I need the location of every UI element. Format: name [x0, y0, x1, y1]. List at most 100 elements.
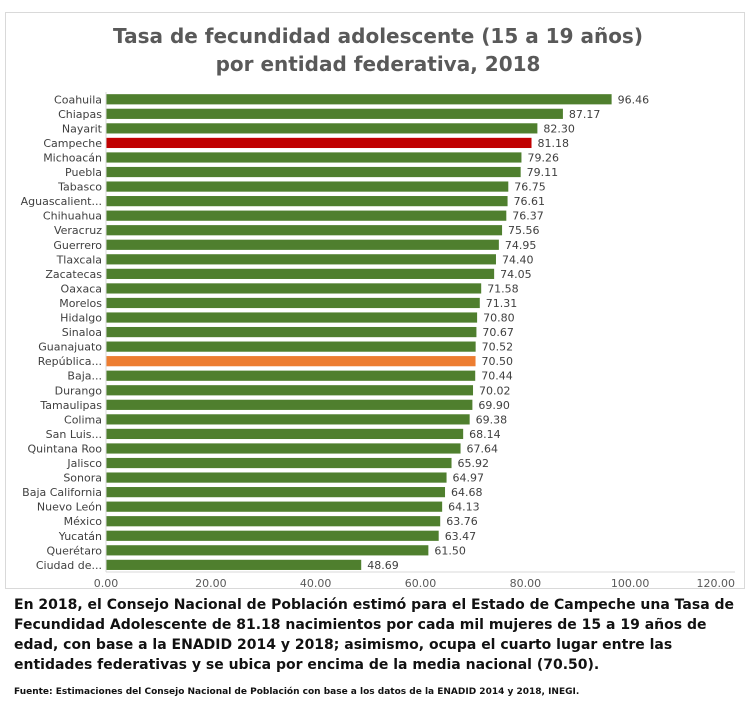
value-label: 70.02 [479, 384, 511, 397]
bar-puebla [106, 166, 521, 178]
bar-oaxaca [106, 283, 482, 294]
value-label: 71.58 [487, 282, 519, 295]
bar-veracruz [106, 225, 503, 236]
chart-caption: En 2018, el Consejo Nacional de Població… [14, 597, 735, 673]
value-label: 76.61 [514, 195, 546, 208]
category-label: Sonora [63, 472, 102, 485]
bar-morelos [106, 297, 480, 309]
bar-guanajuato [106, 341, 476, 352]
value-label: 63.76 [446, 515, 478, 528]
bar-tamaulipas [106, 399, 473, 410]
category-label: Tamaulipas [39, 399, 102, 412]
value-label: 70.80 [483, 312, 515, 325]
category-label: Tlaxcala [56, 253, 102, 266]
value-label: 63.47 [445, 530, 477, 543]
x-tick-label: 80.00 [510, 577, 542, 590]
bar-campeche [106, 137, 532, 149]
category-label: Coahuila [54, 93, 102, 106]
category-label: Querétaro [46, 544, 102, 557]
value-label: 71.31 [486, 297, 518, 310]
bar-coahuila [106, 94, 612, 105]
bar-durango [106, 385, 474, 396]
category-label: Sinaloa [62, 326, 102, 339]
x-tick-label: 20.00 [195, 577, 227, 590]
chart-title-line-2: por entidad federativa, 2018 [215, 52, 541, 76]
bar-ciudad-de [106, 559, 362, 570]
value-label: 64.68 [451, 486, 483, 499]
bar-chihuahua [106, 210, 507, 221]
bar-nayarit [106, 123, 538, 134]
category-label: Tabasco [57, 181, 102, 194]
value-label: 79.11 [527, 166, 559, 179]
source-note: Fuente: Estimaciones del Consejo Naciona… [14, 687, 580, 697]
category-label: Colima [64, 413, 102, 426]
value-label: 69.38 [476, 413, 508, 426]
category-label: Jalisco [66, 457, 102, 470]
value-label: 76.37 [512, 210, 544, 223]
value-label: 65.92 [458, 457, 490, 470]
category-label: Baja California [22, 486, 102, 499]
category-label: Ciudad de... [36, 559, 102, 572]
x-tick-label: 60.00 [405, 577, 437, 590]
category-label: Michoacán [43, 151, 102, 164]
bar-colima [106, 414, 470, 425]
value-label: 70.67 [482, 326, 514, 339]
value-label: 87.17 [569, 108, 601, 121]
bar-sonora [106, 472, 447, 483]
bar-chiapas [106, 108, 563, 119]
category-label: Veracruz [54, 224, 102, 237]
value-label: 64.97 [453, 472, 485, 485]
category-label: San Luis... [46, 428, 102, 441]
bar-sinaloa [106, 326, 477, 338]
bar-republica [106, 356, 476, 367]
value-label: 67.64 [467, 442, 499, 455]
bar-quintana-roo [106, 443, 461, 454]
category-label: República... [38, 355, 102, 368]
value-label: 74.40 [502, 253, 533, 266]
value-label: 82.30 [543, 122, 575, 135]
bar-hidalgo [106, 312, 478, 323]
chart-title-line-1: Tasa de fecundidad adolescente (15 a 19 … [113, 24, 643, 48]
x-tick-label: 100.00 [611, 577, 650, 590]
category-label: Guanajuato [38, 341, 102, 354]
category-label: Yucatán [58, 530, 102, 543]
bars-layer [106, 94, 612, 570]
value-label: 70.50 [482, 355, 513, 368]
value-label: 75.56 [508, 224, 539, 237]
bar-tlaxcala [106, 254, 496, 265]
x-axis: 0.00 20.00 40.00 60.00 80.00 100.00 120.00 [94, 92, 735, 590]
bar-tabasco [106, 181, 509, 192]
bar-queretaro [106, 545, 429, 556]
category-label: México [64, 515, 103, 528]
x-tick-label: 120.00 [697, 577, 736, 590]
bar-michoacan [106, 152, 522, 163]
category-label: Morelos [59, 297, 102, 310]
category-label: Nuevo León [37, 501, 102, 514]
x-tick-label: 40.00 [300, 577, 332, 590]
category-label: Campeche [43, 137, 102, 150]
category-label: Zacatecas [45, 268, 102, 281]
value-label: 61.50 [434, 544, 466, 557]
bar-san-luis [106, 428, 464, 440]
value-label: 64.13 [448, 501, 480, 514]
bar-baja [106, 370, 476, 381]
category-label: Baja... [67, 370, 102, 383]
category-label: Aguascalient... [21, 195, 102, 208]
category-label: Puebla [65, 166, 102, 179]
category-label: Nayarit [62, 122, 103, 135]
value-label: 68.14 [469, 428, 501, 441]
bar-zacatecas [106, 268, 495, 279]
bar-nuevo-leon [106, 501, 443, 512]
category-label: Chiapas [58, 108, 102, 121]
value-label: 48.69 [367, 559, 399, 572]
value-label: 81.18 [538, 137, 570, 150]
bar-jalisco [106, 457, 452, 469]
value-label: 74.05 [500, 268, 531, 281]
x-tick-label: 0.00 [94, 577, 119, 590]
value-label: 70.52 [482, 341, 514, 354]
value-label: 70.44 [481, 370, 513, 383]
bar-yucatan [106, 530, 439, 541]
category-label: Durango [55, 384, 103, 397]
